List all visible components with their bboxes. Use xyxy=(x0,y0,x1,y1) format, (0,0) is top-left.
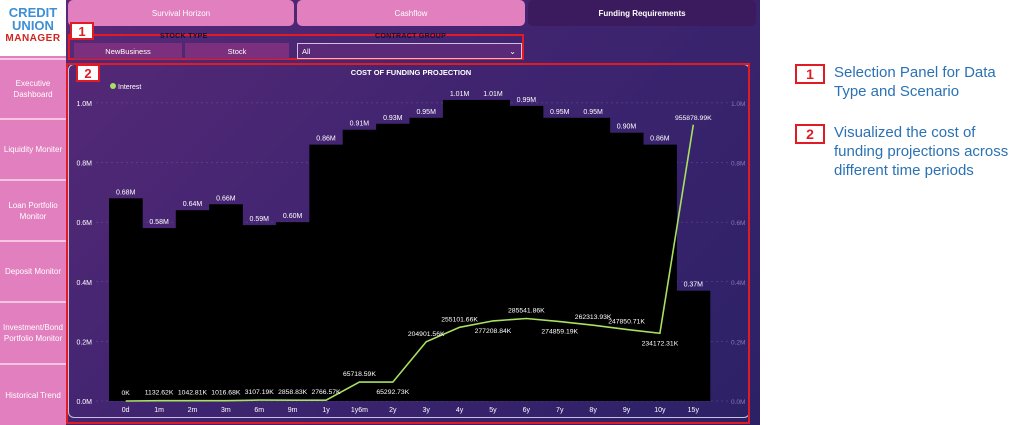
highlight-label-1: 1 xyxy=(70,22,94,40)
app-logo: CREDIT UNION MANAGER xyxy=(0,0,66,56)
sidebar: CREDIT UNION MANAGER Executive Dashboard… xyxy=(0,0,66,425)
tab-label: Survival Horizon xyxy=(151,8,211,18)
logo-line-1: CREDIT xyxy=(8,5,58,20)
annotation-number-2: 2 xyxy=(795,124,825,144)
contract-group-title: CONTRACT GROUP xyxy=(375,33,447,40)
sidebar-item-deposit-monitor[interactable]: Deposit Monitor xyxy=(0,240,66,301)
logo-line-2: UNION xyxy=(12,18,54,33)
stock-type-option-newbusiness[interactable]: NewBusiness xyxy=(74,43,182,59)
highlight-number: 1 xyxy=(78,23,86,39)
logo-line-3: MANAGER xyxy=(5,33,61,44)
option-label: NewBusiness xyxy=(105,46,151,56)
selection-panel-highlight xyxy=(68,34,524,60)
sidebar-item-label: Loan Portfolio Monitor xyxy=(8,200,58,221)
option-label: Stock xyxy=(227,46,247,56)
sidebar-item-label: Historical Trend xyxy=(5,390,61,400)
tab-label: Cashflow xyxy=(394,8,428,18)
annotation-text-1: Selection Panel for Data Type and Scenar… xyxy=(834,64,996,100)
dropdown-value: All xyxy=(302,46,311,56)
annotation-text-2: Visualized the cost of funding projectio… xyxy=(834,124,1009,179)
stock-type-option-stock[interactable]: Stock xyxy=(185,43,289,59)
highlight-number: 2 xyxy=(84,65,92,81)
sidebar-item-label: Executive Dashboard xyxy=(13,79,53,99)
sidebar-item-investment-bond-portfolio-monitor[interactable]: Investment/Bond Portfolio Monitor xyxy=(0,301,66,363)
sidebar-item-loan-portfolio-monitor[interactable]: Loan Portfolio Monitor xyxy=(0,179,66,240)
tab-cashflow[interactable]: Cashflow xyxy=(297,0,525,26)
chart-highlight xyxy=(66,63,750,424)
tab-funding-requirements[interactable]: Funding Requirements xyxy=(528,0,756,26)
tab-label: Funding Requirements xyxy=(598,8,686,18)
contract-group-dropdown[interactable]: All ⌄ xyxy=(297,43,522,59)
sidebar-item-executive-dashboard[interactable]: Executive Dashboard xyxy=(0,58,66,118)
sidebar-item-label: Deposit Monitor xyxy=(4,267,62,276)
chevron-down-icon: ⌄ xyxy=(509,47,516,56)
stock-type-title: STOCK TYPE xyxy=(160,33,208,40)
highlight-label-2: 2 xyxy=(76,64,100,82)
annotation-number-text: 1 xyxy=(806,66,814,82)
sidebar-item-label: Liquidity Moniter xyxy=(3,145,63,154)
dashboard-app: CREDIT UNION MANAGER Executive Dashboard… xyxy=(0,0,760,425)
sidebar-item-historical-trend[interactable]: Historical Trend xyxy=(0,363,66,425)
sidebar-item-label: Investment/Bond Portfolio Monitor xyxy=(2,323,64,343)
sidebar-item-liquidity-moniter[interactable]: Liquidity Moniter xyxy=(0,118,66,179)
annotation-number-1: 1 xyxy=(795,64,825,84)
annotation-number-text: 2 xyxy=(806,126,814,142)
tab-survival-horizon[interactable]: Survival Horizon xyxy=(68,0,294,26)
